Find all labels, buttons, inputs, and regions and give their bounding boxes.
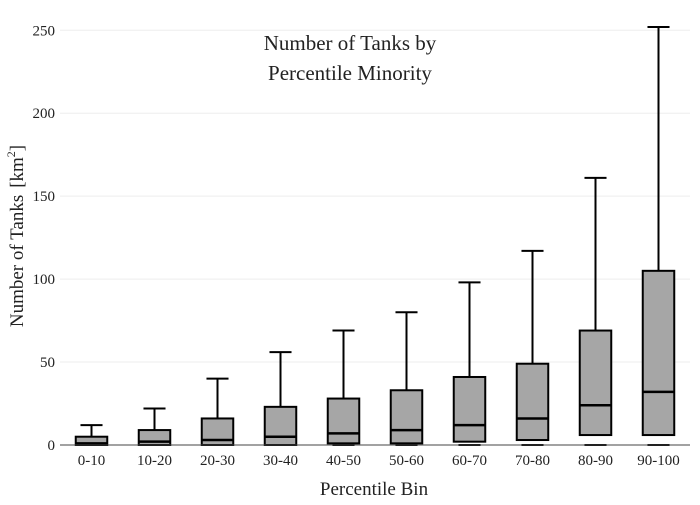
x-tick-label-1: 10-20 — [137, 453, 172, 469]
iqr-box — [326, 397, 361, 445]
box-0-10 — [74, 424, 109, 446]
box-40-50 — [326, 329, 361, 446]
x-tick-label-2: 20-30 — [200, 453, 235, 469]
y-tick-label-5: 250 — [33, 23, 56, 39]
x-tick-label-9: 90-100 — [637, 453, 680, 469]
iqr-box — [452, 375, 487, 443]
box-90-100 — [641, 25, 676, 446]
iqr-box — [641, 269, 676, 437]
box-80-90 — [578, 176, 613, 446]
iqr-box — [263, 405, 298, 446]
box-50-60 — [389, 311, 424, 446]
iqr-box — [515, 362, 550, 442]
box-20-30 — [200, 377, 235, 447]
x-axis-title: Percentile Bin — [320, 479, 429, 500]
box-10-20 — [137, 407, 172, 446]
box-series — [74, 25, 676, 447]
y-axis-title: Number of Tanks [km2] — [4, 145, 28, 327]
x-tick-label-4: 40-50 — [326, 453, 361, 469]
x-tick-label-7: 70-80 — [515, 453, 550, 469]
tick-labels: 0 50 100 150 200 250 0-10 10-20 20-30 30-40 40-50 5… — [33, 23, 680, 469]
chart-title-line-2: Percentile Minority — [268, 61, 432, 85]
y-tick-label-2: 100 — [33, 272, 56, 288]
y-axis-title-main: Number of Tanks — [7, 195, 28, 327]
y-axis-title-unit-close: ] — [7, 145, 28, 151]
x-tick-label-5: 50-60 — [389, 453, 424, 469]
y-axis-title-unit: [km — [7, 157, 28, 188]
box-30-40 — [263, 351, 298, 446]
box-60-70 — [452, 281, 487, 446]
x-tick-label-0: 0-10 — [78, 453, 106, 469]
y-tick-label-4: 200 — [33, 106, 56, 122]
x-tick-label-3: 30-40 — [263, 453, 298, 469]
x-tick-label-8: 80-90 — [578, 453, 613, 469]
iqr-box — [578, 329, 613, 437]
y-axis-title-unit-exponent: 2 — [4, 151, 18, 157]
chart-title-line-1: Number of Tanks by — [264, 31, 437, 55]
y-tick-label-3: 150 — [33, 189, 56, 205]
iqr-box — [389, 389, 424, 445]
y-tick-label-0: 0 — [48, 438, 56, 454]
box-70-80 — [515, 249, 550, 446]
y-tick-label-1: 50 — [40, 355, 55, 371]
x-tick-label-6: 60-70 — [452, 453, 487, 469]
